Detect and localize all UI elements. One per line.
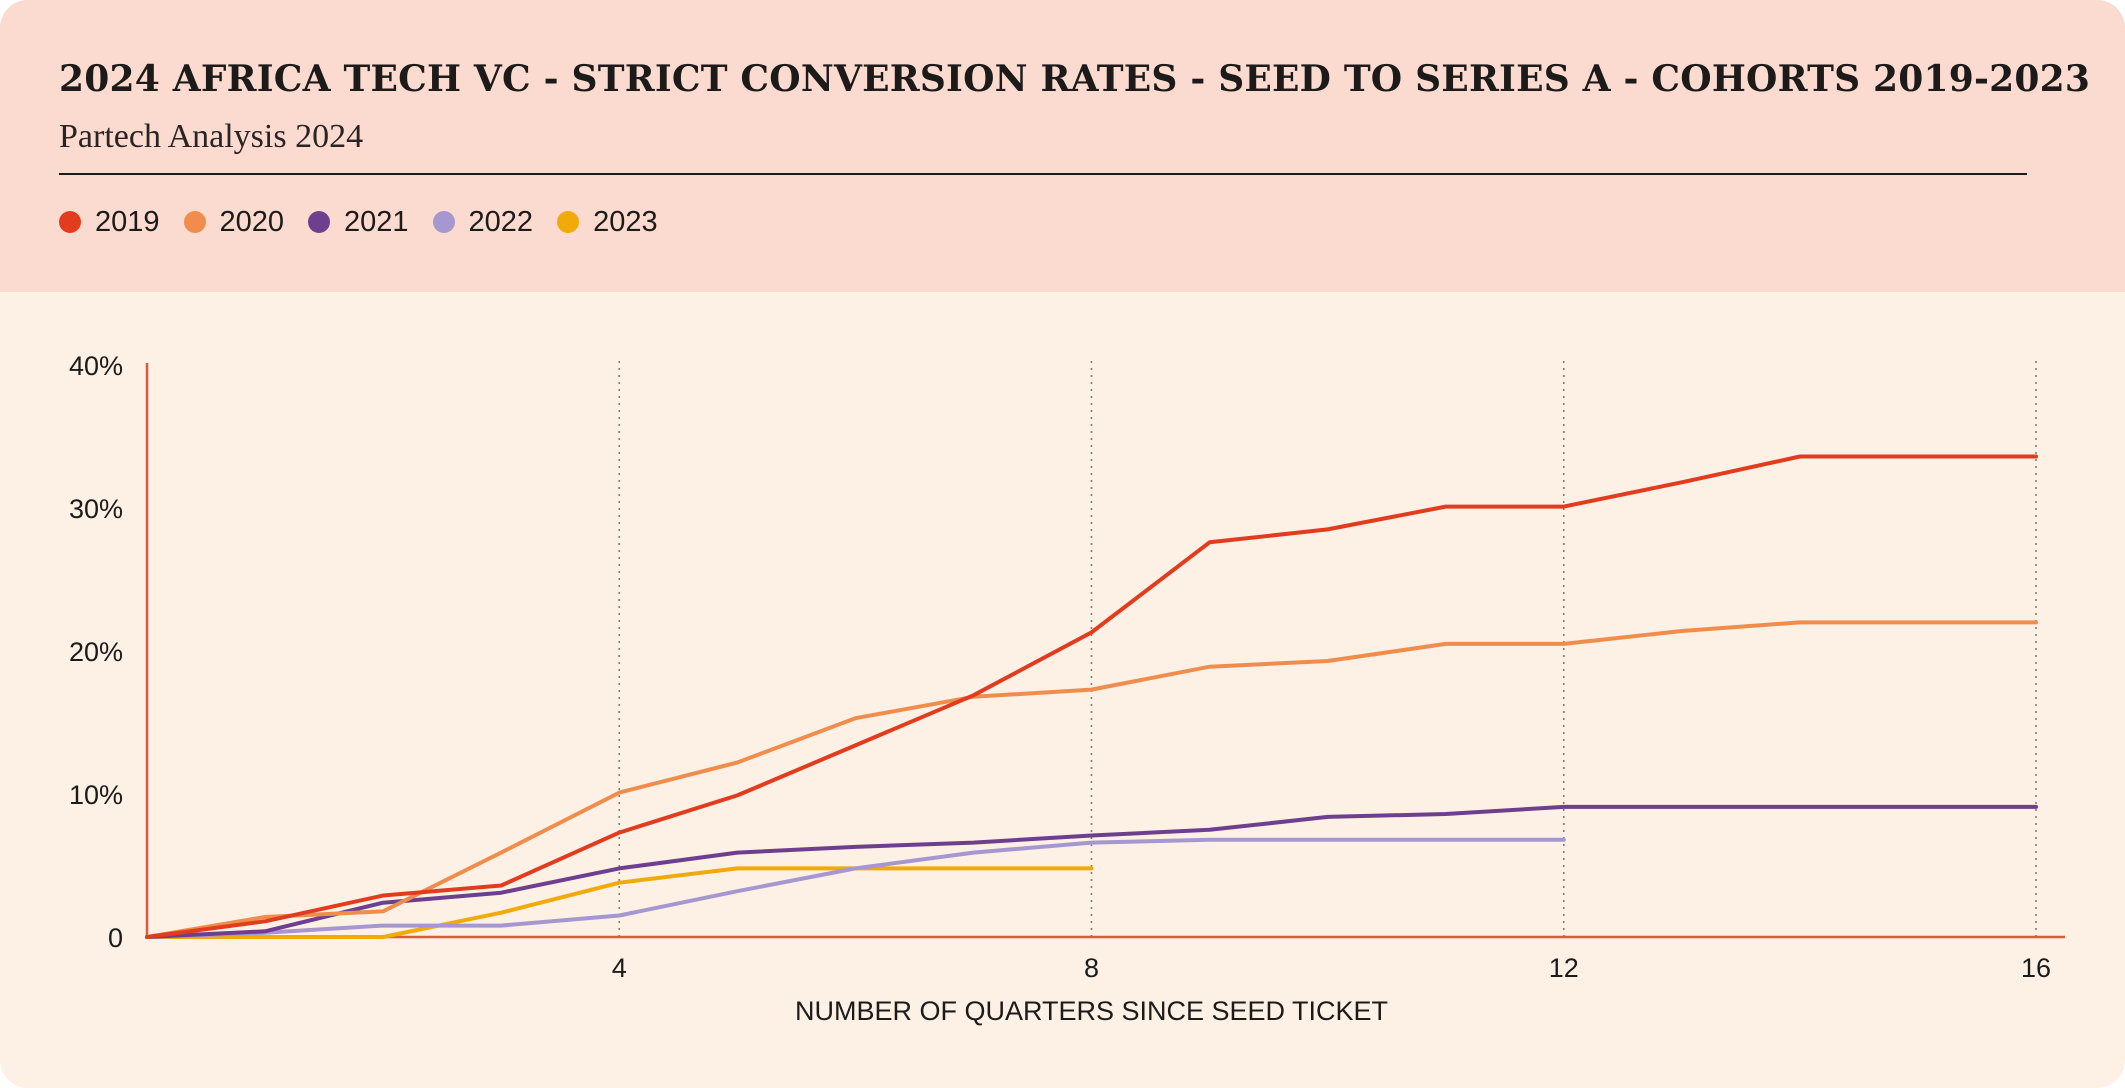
legend-dot-icon: [432, 211, 455, 233]
legend: 2019 2020 2021 2022 2023: [59, 204, 682, 240]
y-tick-label-40: 40%: [69, 351, 123, 381]
legend-label: 2019: [95, 205, 160, 238]
legend-dot-icon: [59, 211, 81, 233]
x-tick-label-16: 16: [2021, 953, 2051, 983]
y-tick-label-20: 20%: [69, 637, 123, 667]
legend-label: 2023: [593, 205, 658, 238]
x-tick-label-4: 4: [612, 953, 627, 983]
series-line-2020: [145, 620, 2038, 939]
y-tick-label-10: 10%: [69, 780, 123, 810]
legend-dot-icon: [308, 211, 331, 233]
line-chart: 0 10% 20% 30% 40% 4 8 12 16 NUMBER OF QUARTERS SI…: [69, 351, 2065, 1026]
legend-item-2022: 2022: [432, 205, 534, 239]
legend-label: 2022: [468, 205, 534, 238]
series-line-2022: [145, 837, 1566, 939]
legend-label: 2021: [344, 205, 409, 238]
y-tick-label-30: 30%: [69, 494, 123, 524]
legend-label: 2020: [219, 205, 285, 238]
header-divider: [59, 173, 2027, 175]
series-line-2023: [145, 866, 1094, 939]
chart-header: 2024 AFRICA TECH VC - STRICT CONVERSION …: [0, 0, 2125, 292]
legend-dot-icon: [183, 211, 206, 233]
legend-item-2019: 2019: [59, 206, 160, 239]
y-tick-label-0: 0: [108, 923, 123, 953]
chart-title: 2024 AFRICA TECH VC - STRICT CONVERSION …: [59, 58, 2091, 100]
legend-item-2023: 2023: [557, 206, 658, 239]
chart-subtitle: Partech Analysis 2024: [59, 118, 364, 155]
x-tick-label-12: 12: [1549, 953, 1579, 983]
series-line-2021: [145, 804, 2038, 939]
legend-item-2020: 2020: [183, 205, 285, 239]
series-line-2019: [145, 454, 2038, 939]
x-tick-label-8: 8: [1084, 953, 1099, 983]
x-axis-title: NUMBER OF QUARTERS SINCE SEED TICKET: [795, 996, 1388, 1026]
legend-item-2021: 2021: [308, 206, 409, 239]
legend-dot-icon: [557, 211, 580, 233]
